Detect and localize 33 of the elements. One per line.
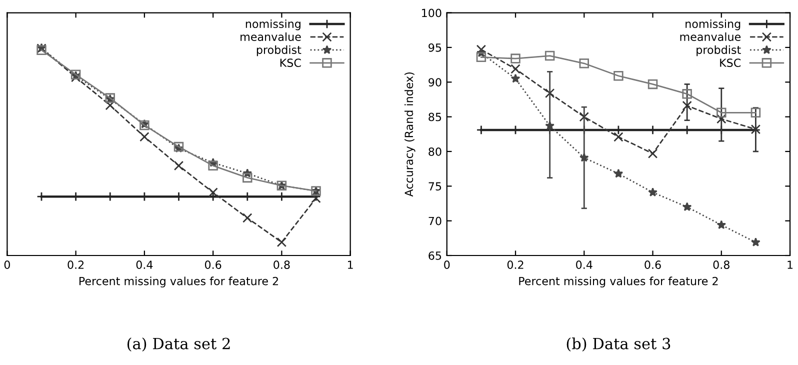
y-tick-label: 75 bbox=[428, 182, 442, 191]
x-tick-label: 0 bbox=[444, 260, 450, 269]
x-tick-label: 0.6 bbox=[644, 260, 661, 269]
legend-label: nomissing bbox=[246, 19, 300, 30]
x-tick-label: 1 bbox=[348, 260, 353, 269]
y-axis-title: Accuracy (Rand index) bbox=[404, 72, 416, 197]
legend-label: nomissing bbox=[686, 19, 740, 30]
y-tick-label: 85 bbox=[428, 112, 442, 122]
x-tick-label: 0.8 bbox=[713, 260, 730, 269]
legend-label: KSC bbox=[280, 58, 301, 67]
y-tick-label: 95 bbox=[428, 43, 442, 52]
x-tick-label: 0.4 bbox=[576, 260, 592, 269]
y-tick-label: 90 bbox=[428, 78, 442, 87]
text: (a) Data set 2 bbox=[127, 338, 230, 352]
legend-label: probdist bbox=[696, 45, 741, 56]
x-tick-label: 0.2 bbox=[507, 260, 524, 269]
y-tick-label: 80 bbox=[428, 147, 442, 156]
y-tick-label: 70 bbox=[428, 216, 442, 226]
legend-label: probdist bbox=[256, 45, 302, 56]
legend-label: meanvalue bbox=[240, 32, 301, 42]
x-tick-label: 0.6 bbox=[204, 260, 222, 269]
y-tick-label: 65 bbox=[428, 251, 442, 260]
x-tick-label: 1 bbox=[788, 260, 793, 269]
x-tick-label: 0.2 bbox=[68, 260, 84, 269]
x-tick-label: 0.4 bbox=[136, 260, 153, 269]
x-tick-label: 0 bbox=[4, 260, 10, 269]
y-tick-label: 100 bbox=[422, 8, 442, 18]
legend-label: KSC bbox=[720, 58, 741, 67]
legend-label: meanvalue bbox=[680, 32, 741, 42]
x-tick-label: 0.8 bbox=[274, 260, 290, 269]
x-axis-title: Percent missing values for feature 2 bbox=[519, 276, 718, 288]
x-axis-title: Percent missing values for feature 2 bbox=[79, 276, 278, 288]
text: (b) Data set 3 bbox=[566, 338, 670, 352]
